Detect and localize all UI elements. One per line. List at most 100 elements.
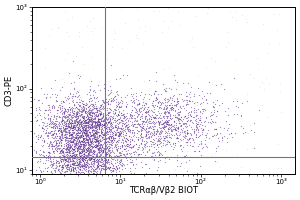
Point bbox=[119, 127, 124, 130]
Point bbox=[46, 132, 51, 135]
Point bbox=[166, 118, 171, 122]
Point bbox=[98, 151, 102, 154]
Point bbox=[76, 165, 80, 168]
Point bbox=[77, 154, 82, 157]
Point bbox=[114, 106, 118, 109]
Point bbox=[59, 129, 64, 132]
Point bbox=[106, 144, 111, 148]
Point bbox=[115, 118, 120, 121]
Point bbox=[42, 151, 46, 154]
Point bbox=[58, 138, 63, 141]
Point bbox=[61, 127, 66, 130]
Point bbox=[80, 125, 85, 128]
Point bbox=[127, 176, 131, 179]
Point bbox=[116, 102, 120, 105]
Point bbox=[82, 148, 86, 151]
Point bbox=[73, 173, 78, 177]
Point bbox=[122, 148, 127, 151]
Point bbox=[91, 171, 96, 175]
Point bbox=[100, 135, 105, 138]
Point bbox=[127, 114, 132, 117]
Point bbox=[83, 132, 88, 135]
Point bbox=[63, 157, 68, 160]
Point bbox=[70, 161, 74, 164]
Point bbox=[50, 176, 54, 179]
Point bbox=[129, 171, 134, 175]
Point bbox=[151, 115, 155, 119]
Point bbox=[131, 123, 136, 126]
Point bbox=[121, 101, 125, 104]
Point bbox=[150, 128, 155, 131]
Point bbox=[79, 149, 84, 152]
Point bbox=[74, 137, 79, 140]
Point bbox=[93, 124, 98, 127]
Point bbox=[95, 141, 100, 144]
Point bbox=[86, 158, 91, 161]
Point bbox=[144, 112, 148, 115]
Point bbox=[93, 157, 98, 160]
Point bbox=[188, 118, 193, 122]
Point bbox=[93, 140, 98, 143]
Point bbox=[103, 178, 107, 181]
Point bbox=[98, 129, 103, 132]
Point bbox=[138, 110, 143, 113]
Point bbox=[173, 168, 178, 171]
Point bbox=[105, 165, 110, 169]
Point bbox=[159, 126, 164, 129]
Point bbox=[155, 168, 160, 171]
Point bbox=[174, 158, 179, 162]
Point bbox=[77, 135, 82, 138]
Point bbox=[213, 128, 218, 131]
Point bbox=[66, 166, 70, 169]
Point bbox=[120, 163, 125, 166]
Point bbox=[168, 137, 173, 140]
Point bbox=[78, 131, 82, 134]
Point bbox=[17, 142, 22, 145]
Point bbox=[80, 164, 84, 167]
Point bbox=[213, 156, 218, 159]
Point bbox=[39, 114, 44, 117]
Point bbox=[86, 127, 91, 131]
Point bbox=[116, 121, 121, 124]
Point bbox=[87, 149, 92, 152]
Point bbox=[124, 104, 129, 107]
Point bbox=[54, 135, 59, 138]
Point bbox=[63, 177, 68, 180]
Point bbox=[81, 104, 85, 108]
Point bbox=[69, 121, 74, 124]
Point bbox=[148, 145, 153, 148]
Point bbox=[95, 119, 100, 122]
Point bbox=[83, 110, 88, 113]
Point bbox=[137, 122, 142, 125]
Point bbox=[140, 137, 145, 140]
Point bbox=[72, 150, 76, 153]
Point bbox=[93, 125, 98, 129]
Point bbox=[50, 132, 55, 135]
Point bbox=[173, 103, 178, 106]
Point bbox=[107, 153, 112, 156]
Point bbox=[64, 118, 69, 121]
Point bbox=[141, 42, 146, 46]
Point bbox=[70, 165, 75, 169]
Point bbox=[234, 18, 239, 21]
Point bbox=[70, 139, 75, 143]
Point bbox=[42, 176, 46, 179]
Point bbox=[117, 136, 122, 139]
Point bbox=[87, 138, 92, 141]
Point bbox=[162, 67, 167, 70]
Point bbox=[238, 165, 243, 168]
Point bbox=[96, 173, 101, 176]
Point bbox=[87, 118, 92, 121]
Point bbox=[124, 181, 129, 184]
Point bbox=[63, 172, 68, 175]
Point bbox=[132, 123, 136, 126]
Point bbox=[82, 148, 86, 151]
Point bbox=[97, 134, 102, 137]
Point bbox=[75, 178, 80, 181]
Point bbox=[96, 117, 101, 120]
Point bbox=[98, 147, 103, 150]
Point bbox=[48, 157, 52, 160]
Point bbox=[100, 122, 104, 126]
Point bbox=[47, 121, 52, 125]
Point bbox=[67, 117, 72, 121]
